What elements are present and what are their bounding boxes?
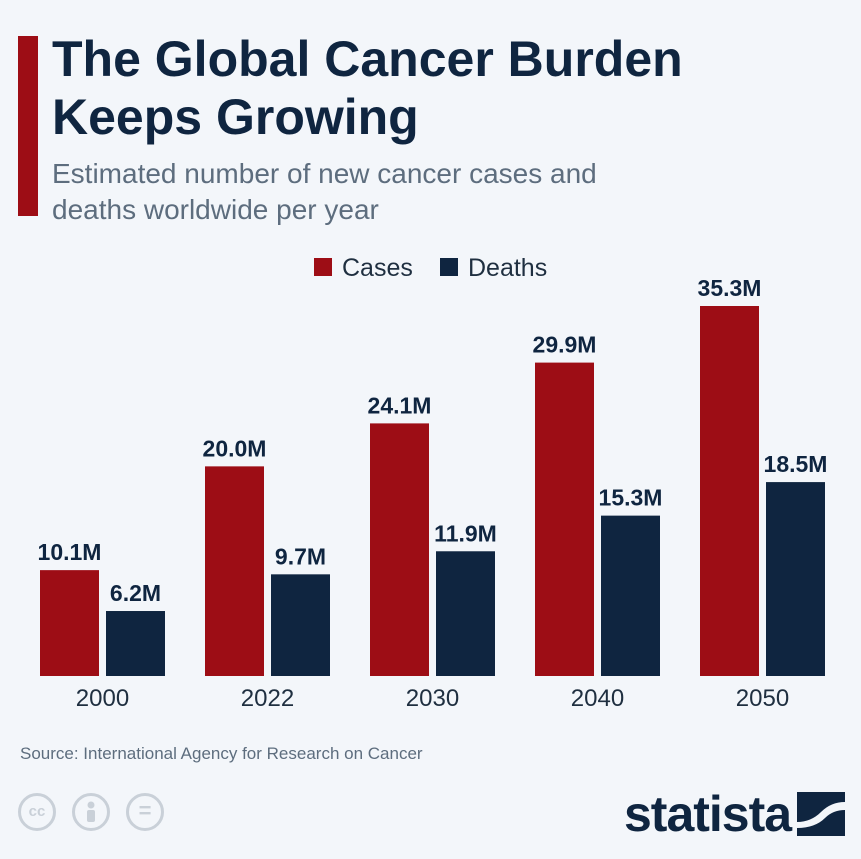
- attribution-icon[interactable]: [72, 793, 110, 831]
- value-label-cases-2050: 35.3M: [698, 275, 762, 301]
- bar-cases-2030: [370, 423, 429, 676]
- value-label-deaths-2040: 15.3M: [599, 485, 663, 511]
- legend-label-deaths: Deaths: [468, 254, 547, 282]
- category-label-2022: 2022: [241, 685, 294, 712]
- value-label-cases-2022: 20.0M: [203, 435, 267, 461]
- legend-swatch-cases: [314, 258, 332, 276]
- value-label-deaths-2000: 6.2M: [110, 580, 161, 606]
- legend: Cases Deaths: [314, 254, 547, 282]
- value-label-deaths-2050: 18.5M: [764, 451, 828, 477]
- statista-mark-icon: [797, 792, 846, 836]
- chart-subtitle: Estimated number of new cancer cases and…: [52, 158, 597, 225]
- value-label-cases-2030: 24.1M: [368, 392, 432, 418]
- bar-cases-2040: [535, 362, 594, 676]
- category-label-2000: 2000: [76, 685, 129, 712]
- value-label-deaths-2030: 11.9M: [434, 520, 497, 546]
- statista-logo[interactable]: statista: [624, 786, 846, 842]
- value-label-deaths-2022: 9.7M: [275, 543, 326, 569]
- legend-label-cases: Cases: [342, 254, 413, 282]
- bar-deaths-2022: [271, 574, 330, 676]
- category-label-2050: 2050: [736, 685, 789, 712]
- brand-wordmark: statista: [624, 786, 792, 842]
- value-label-cases-2040: 29.9M: [533, 332, 597, 358]
- title-accent-bar: [18, 36, 38, 216]
- bar-deaths-2040: [601, 515, 660, 676]
- chart-title: The Global Cancer Burden Keeps Growing: [52, 31, 683, 145]
- bar-deaths-2000: [106, 611, 165, 676]
- category-label-2030: 2030: [406, 685, 459, 712]
- no-derivatives-icon[interactable]: =: [126, 793, 164, 831]
- creative-commons-icon[interactable]: cc: [18, 793, 56, 831]
- bar-cases-2050: [700, 306, 759, 676]
- category-label-2040: 2040: [571, 685, 624, 712]
- bar-deaths-2030: [436, 551, 495, 676]
- bar-deaths-2050: [766, 482, 825, 676]
- person-glyph: [87, 801, 95, 822]
- bar-cases-2022: [205, 466, 264, 676]
- value-label-cases-2000: 10.1M: [38, 539, 102, 565]
- bar-cases-2000: [40, 570, 99, 676]
- source-note: Source: International Agency for Researc…: [20, 744, 423, 763]
- bar-chart: Cases Deaths 10.1M 6.2M 2000 20.0M 9.7M 2022 2…: [38, 254, 828, 712]
- bars: 10.1M 6.2M 2000 20.0M 9.7M 2022 24.1M 11.9M 2030…: [38, 275, 828, 712]
- legend-swatch-deaths: [440, 258, 458, 276]
